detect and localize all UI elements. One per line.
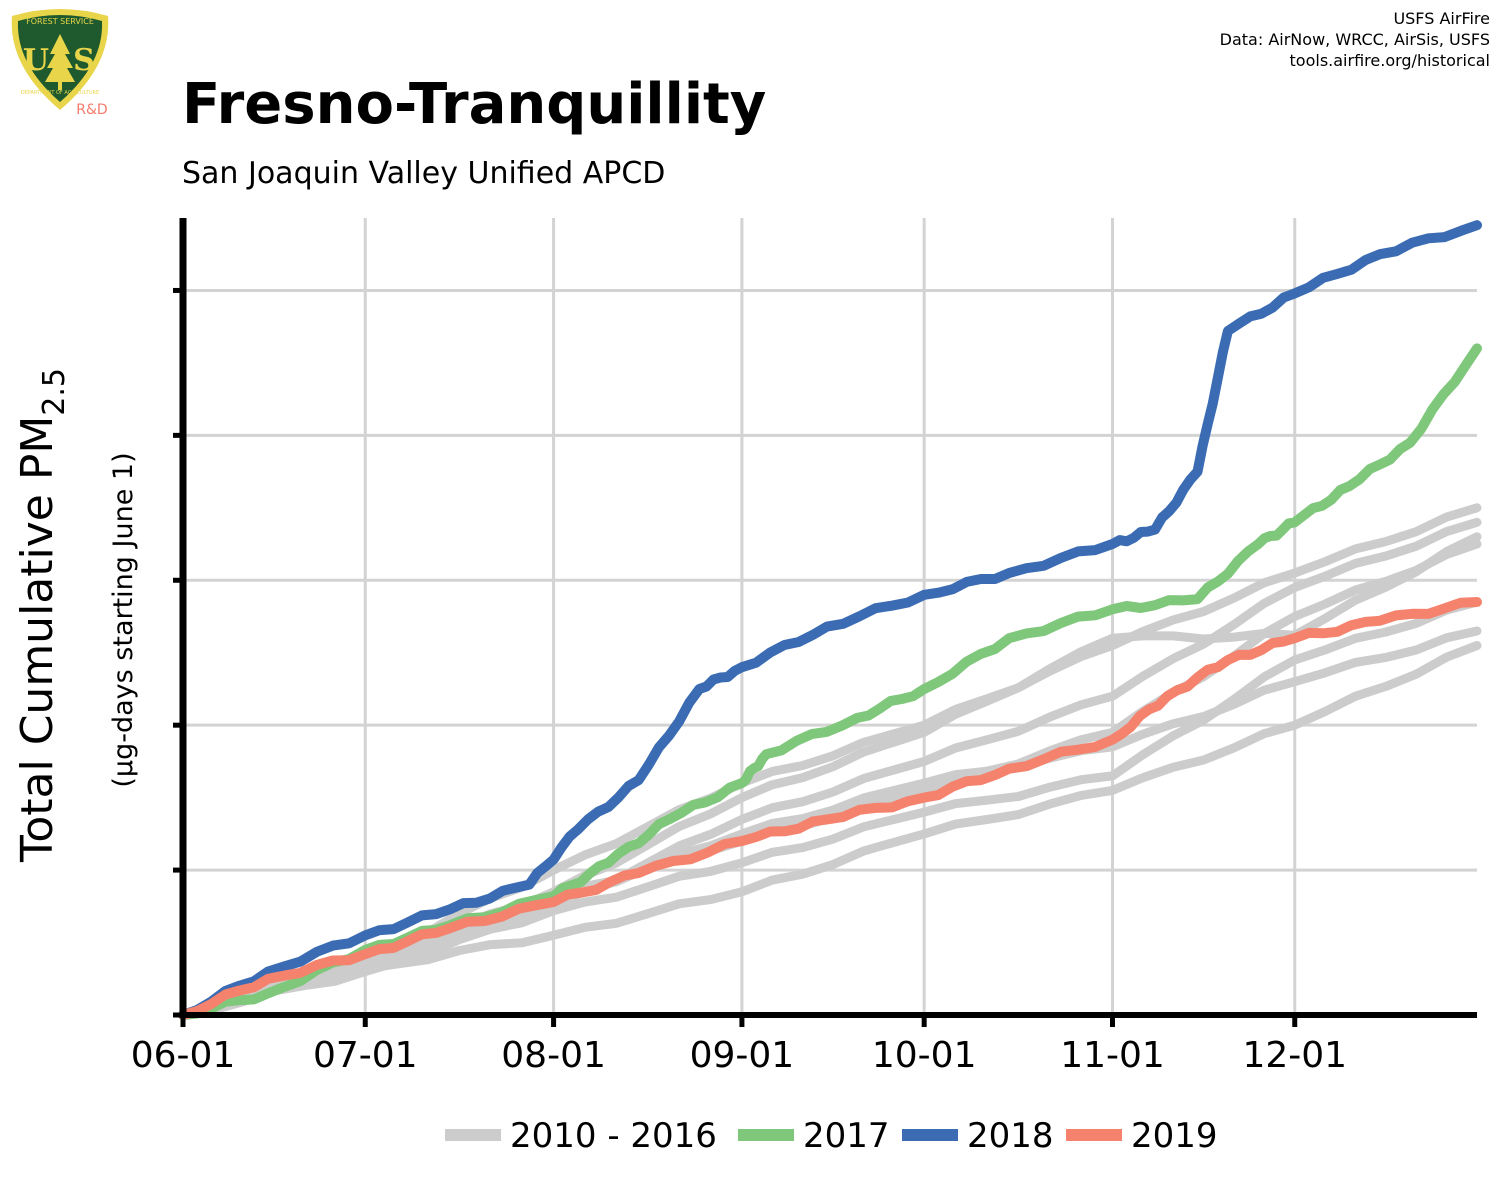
grid: [183, 218, 1477, 1015]
series-line-2018: [178, 220, 1482, 1020]
rd-label: R&D: [76, 102, 107, 118]
x-tick-label: 07-01: [313, 1035, 418, 1076]
legend: 2010 - 2016 2017 2018 2019: [445, 1116, 1218, 1156]
x-tick-label: 12-01: [1242, 1035, 1347, 1076]
background-series-group: [178, 503, 1482, 1020]
y-axis-label-subscript: 2.5: [37, 368, 72, 416]
y-axis-label-main: Total Cumulative PM: [12, 416, 63, 863]
series-line-2010-2016: [178, 503, 1482, 1020]
legend-label: 2019: [1131, 1116, 1218, 1156]
highlight-series-group: [178, 220, 1482, 1020]
x-tick-label: 09-01: [690, 1035, 795, 1076]
x-tick-label: 11-01: [1060, 1035, 1165, 1076]
shield-letter-left: U: [23, 43, 49, 78]
credit-url: tools.airfire.org/historical: [1289, 51, 1490, 70]
x-tick-label: 06-01: [131, 1035, 236, 1076]
shield-letter-right: S: [73, 43, 95, 78]
shield-ring-bottom: DEPARTMENT OF AGRICULTURE: [21, 90, 99, 96]
axes: [173, 218, 1477, 1027]
legend-label: 2010 - 2016: [510, 1116, 717, 1156]
legend-label: 2017: [803, 1116, 890, 1156]
chart-title: Fresno-Tranquillity: [182, 72, 767, 137]
x-tick-labels: 06-01 07-01 08-01 09-01 10-01 11-01 12-01: [131, 1035, 1347, 1076]
credit-org: USFS AirFire: [1393, 9, 1490, 28]
y-axis-label: Total Cumulative PM2.5: [12, 368, 72, 863]
series-line-2010-2016: [178, 517, 1482, 1020]
x-tick-label: 08-01: [501, 1035, 606, 1076]
y-axis-units: (µg-days starting June 1): [108, 452, 139, 787]
tree-icon: [45, 34, 75, 90]
series-line-2019: [178, 597, 1482, 1020]
credit-data-sources: Data: AirNow, WRCC, AirSis, USFS: [1219, 30, 1490, 49]
shield-ring-top: FOREST SERVICE: [26, 17, 94, 26]
credits: USFS AirFire Data: AirNow, WRCC, AirSis,…: [1220, 8, 1490, 71]
x-tick-label: 10-01: [872, 1035, 977, 1076]
chart-subtitle: San Joaquin Valley Unified APCD: [182, 156, 666, 191]
legend-label: 2018: [967, 1116, 1054, 1156]
usfs-shield-logo: FOREST SERVICE U S DEPARTMENT OF AGRICUL…: [11, 9, 109, 118]
